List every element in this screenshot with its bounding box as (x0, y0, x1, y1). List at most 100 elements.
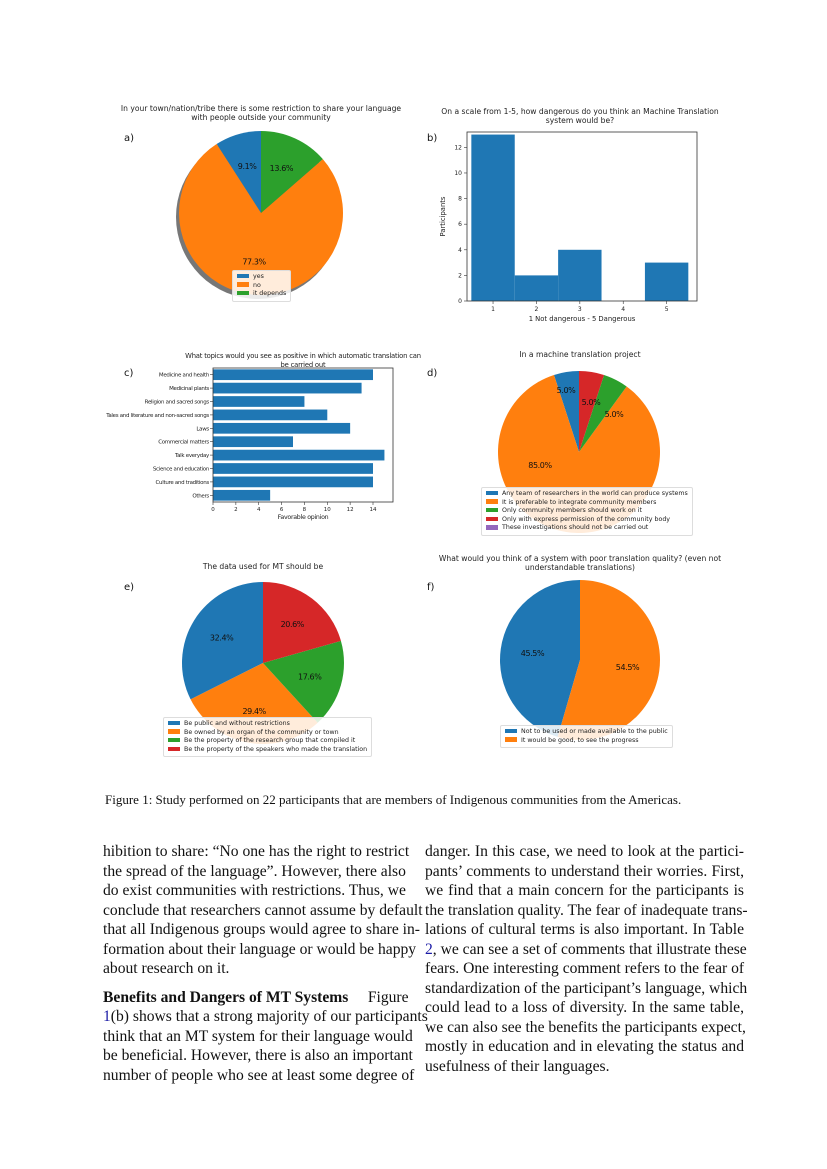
legend-item: no (237, 282, 286, 291)
legend-label: Be the property of the speakers who made… (184, 745, 368, 753)
cross-reference-link[interactable]: 1 (103, 1008, 111, 1026)
legend-label: Be the property of the research group th… (184, 737, 356, 745)
cross-reference-link[interactable]: 2 (425, 940, 433, 958)
text-run: conclude that researchers cannot assume … (103, 901, 423, 919)
text-line: danger. In this case, we need to look at… (425, 842, 744, 862)
y-tick-label: 4 (458, 247, 462, 254)
text-run: formation about their language or would … (103, 940, 417, 958)
y-tick-label: Religion and sacred songs (145, 400, 210, 406)
text-run: , we can see a set of comments that illu… (432, 940, 747, 958)
text-line: that all Indigenous groups would agree t… (103, 920, 420, 940)
pie-slice (263, 582, 341, 663)
legend-label: it depends (253, 290, 287, 298)
legend-label: Only with express permission of the comm… (502, 515, 671, 523)
bar (213, 369, 373, 381)
legend-label: Any team of researchers in the world can… (502, 490, 688, 497)
pie-slice (263, 640, 344, 723)
chart-title-line: What topics would you see as positive in… (185, 352, 421, 360)
legend-swatch (486, 499, 498, 504)
legend-label: These investigations should not be carri… (502, 524, 649, 532)
legend-swatch (168, 720, 180, 726)
panel-label-c: c) (124, 368, 134, 379)
pie-value-label: 5.0% (557, 386, 577, 395)
legend-item: it depends (237, 290, 286, 299)
panel-label-d: d) (427, 368, 438, 379)
x-tick-label: 0 (211, 507, 215, 513)
legend-item: yes (237, 273, 286, 282)
bar (213, 422, 351, 434)
text-run: could lead to a loss of diversity. In th… (425, 999, 744, 1017)
x-tick-label: 8 (303, 507, 307, 513)
pie-slice (261, 131, 323, 213)
pie-value-label: 45.5% (521, 649, 545, 658)
text-run: number of people who see at least some d… (103, 1067, 415, 1085)
legend-swatch (237, 282, 249, 287)
y-tick-label: Culture and traditions (156, 480, 210, 486)
pie-value-label: 17.6% (298, 672, 322, 681)
x-tick-label: 6 (280, 507, 284, 513)
legend-swatch (505, 737, 517, 742)
legend-swatch (486, 490, 498, 496)
panel-label-a: a) (124, 133, 135, 144)
pie-value-label: 32.4% (210, 633, 234, 642)
x-tick-label: 4 (621, 306, 625, 313)
bar (213, 489, 271, 501)
bar (644, 262, 689, 301)
text-line: pants’ comments to understand their worr… (425, 862, 744, 882)
legend-item: It is preferable to integrate community … (486, 499, 688, 508)
legend-swatch (168, 746, 180, 752)
chart-title-b: On a scale from 1-5, how dangerous do yo… (441, 107, 718, 125)
bar (213, 463, 373, 474)
legend-label: Be public and without restrictions (184, 720, 290, 727)
y-axis-label: Participants (439, 196, 447, 236)
text-line: Benefits and Dangers of MT Systems Figur… (103, 988, 409, 1008)
chart-title-line: What would you think of a system with po… (438, 554, 722, 563)
y-tick-label: 8 (458, 196, 462, 203)
text-run: the translation quality. The fear of ina… (425, 901, 748, 919)
bar (213, 476, 373, 488)
y-tick-label: 12 (454, 144, 462, 151)
x-axis-label: 1 Not dangerous - 5 Dangerous (529, 315, 636, 323)
chart-title-d: In a machine translation project (519, 350, 640, 359)
x-tick-label: 5 (665, 306, 669, 313)
pie-value-label: 29.4% (242, 707, 266, 716)
text-line: number of people who see at least some d… (103, 1066, 414, 1086)
text-line: about research on it. (103, 959, 403, 979)
legend-item: Be the property of the speakers who made… (168, 746, 367, 755)
x-tick-label: 1 (491, 306, 495, 313)
pie-value-label: 9.1% (238, 162, 258, 171)
x-tick-label: 10 (324, 507, 331, 513)
x-tick-label: 4 (257, 507, 261, 513)
figure-caption: Figure 1: Study performed on 22 particip… (105, 792, 682, 807)
panel-label-e: e) (124, 582, 135, 593)
legend-label: Only community members should work on it (502, 507, 642, 515)
text-run: about research on it. (103, 960, 230, 978)
legend-swatch (486, 507, 498, 513)
text-run: think that an MT system for their langua… (103, 1027, 413, 1045)
pie-value-label: 77.3% (242, 258, 266, 267)
text-line: standardization of the participant’s lan… (425, 979, 747, 999)
text-line: 1(b) shows that a strong majority of our… (103, 1007, 428, 1027)
panel-label-f: f) (427, 582, 435, 593)
chart-f: 45.5% 54.5% (499, 580, 660, 740)
pie-value-label: 54.5% (616, 663, 640, 672)
text-line: conclude that researchers cannot assume … (103, 901, 423, 921)
text-run: that all Indigenous groups would agree t… (103, 921, 420, 939)
pie-value-label: 5.0% (605, 410, 625, 419)
bar (213, 382, 362, 394)
text-line: we find that a main concern for the part… (425, 881, 744, 901)
text-run: Figure (367, 988, 409, 1006)
y-tick-label: 0 (458, 298, 462, 305)
text-line: 2, we can see a set of comments that ill… (425, 940, 747, 960)
chart-title-a: In your town/nation/tribe there is some … (121, 104, 401, 122)
legend-swatch (237, 290, 249, 296)
text-line: the spread of the language”. However, th… (103, 862, 406, 882)
legend-swatch (505, 728, 517, 734)
legend-swatch (237, 273, 249, 279)
bar (558, 249, 602, 301)
text-line: fears. One interesting comment refers to… (425, 959, 744, 979)
bar (213, 396, 305, 407)
